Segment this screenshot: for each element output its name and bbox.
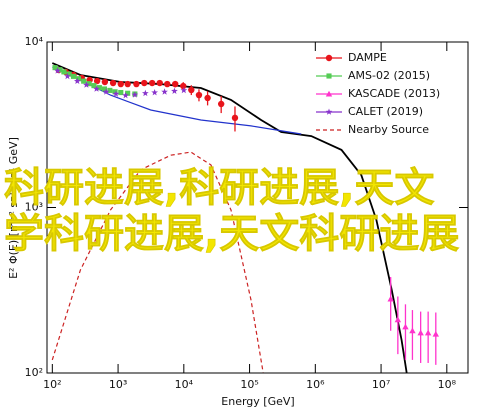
- overlay-text: 学科研进展,天文科研进展: [4, 211, 459, 257]
- x-tick-label: 10⁴: [175, 378, 194, 391]
- legend-marker: [325, 90, 333, 97]
- data-point: [417, 329, 424, 336]
- data-point: [161, 88, 168, 95]
- data-point: [195, 91, 203, 99]
- x-axis-label: Energy [GeV]: [221, 395, 294, 408]
- y-axis-label: E² Φ(E) [m⁻² s⁻¹ sr⁻¹ GeV]: [7, 137, 20, 279]
- overlay-text: 科研进展,科研进展,天文: [4, 165, 434, 211]
- data-point: [107, 87, 113, 93]
- legend-label: AMS-02 (2015): [348, 69, 430, 82]
- data-point: [188, 86, 195, 94]
- legend-label: DAMPE: [348, 51, 387, 64]
- data-point: [54, 67, 61, 74]
- data-point: [112, 90, 120, 97]
- data-point: [66, 71, 72, 77]
- data-point: [394, 316, 402, 323]
- data-point: [109, 79, 117, 87]
- data-point: [122, 92, 129, 99]
- data-point: [86, 81, 92, 87]
- legend-marker: [326, 73, 332, 79]
- legend-label: CALET (2019): [348, 105, 423, 118]
- data-point: [141, 79, 148, 87]
- data-point: [164, 80, 171, 88]
- data-point: [204, 94, 211, 102]
- data-point: [102, 88, 110, 95]
- data-point: [52, 65, 58, 71]
- data-point: [61, 69, 67, 75]
- data-point: [133, 80, 140, 88]
- data-point: [118, 89, 124, 96]
- data-point: [125, 90, 131, 96]
- data-point: [171, 87, 178, 94]
- data-point: [172, 80, 179, 88]
- legend-marker: [325, 108, 333, 115]
- data-point: [117, 80, 124, 88]
- data-point: [402, 323, 409, 330]
- legend-label: KASCADE (2013): [348, 87, 440, 100]
- data-point: [101, 78, 109, 86]
- data-point: [91, 83, 97, 89]
- data-point: [112, 89, 118, 95]
- data-point: [93, 85, 100, 92]
- data-point: [124, 80, 131, 88]
- data-point: [83, 81, 90, 88]
- model-curve: [51, 151, 264, 374]
- data-point: [142, 89, 149, 97]
- x-tick-label: 10⁶: [306, 378, 325, 391]
- x-tick-label: 10⁸: [438, 378, 457, 391]
- data-point: [64, 72, 71, 80]
- data-point: [231, 114, 239, 122]
- data-point: [217, 100, 225, 108]
- data-point: [424, 329, 432, 336]
- data-point: [148, 79, 156, 87]
- x-tick-label: 10⁷: [372, 378, 390, 391]
- plot-frame: [46, 41, 469, 374]
- legend-label: Nearby Source: [348, 123, 429, 136]
- data-point: [409, 327, 416, 334]
- data-point: [151, 89, 158, 96]
- y-tick-label: 10³: [25, 201, 43, 214]
- data-point: [131, 91, 139, 98]
- x-tick-label: 10²: [43, 378, 61, 391]
- legend-marker: [325, 54, 333, 62]
- data-point: [74, 77, 81, 84]
- data-point: [70, 73, 77, 79]
- y-tick-label: 10⁴: [25, 35, 44, 48]
- data-point: [81, 78, 87, 84]
- data-point: [75, 76, 82, 82]
- data-point: [93, 77, 101, 85]
- data-point: [387, 295, 394, 302]
- data-point: [101, 86, 107, 92]
- data-point: [432, 330, 440, 337]
- legend: DAMPE AMS-02 (2015) KASCADE (2013) CALET (2…: [316, 51, 440, 136]
- x-tick-label: 10⁵: [240, 378, 258, 391]
- x-tick-label: 10³: [109, 378, 127, 391]
- data-point: [180, 82, 187, 90]
- data-point: [156, 79, 163, 87]
- data-point: [180, 86, 188, 94]
- data-point: [96, 85, 102, 91]
- y-tick-label: 10²: [25, 366, 43, 379]
